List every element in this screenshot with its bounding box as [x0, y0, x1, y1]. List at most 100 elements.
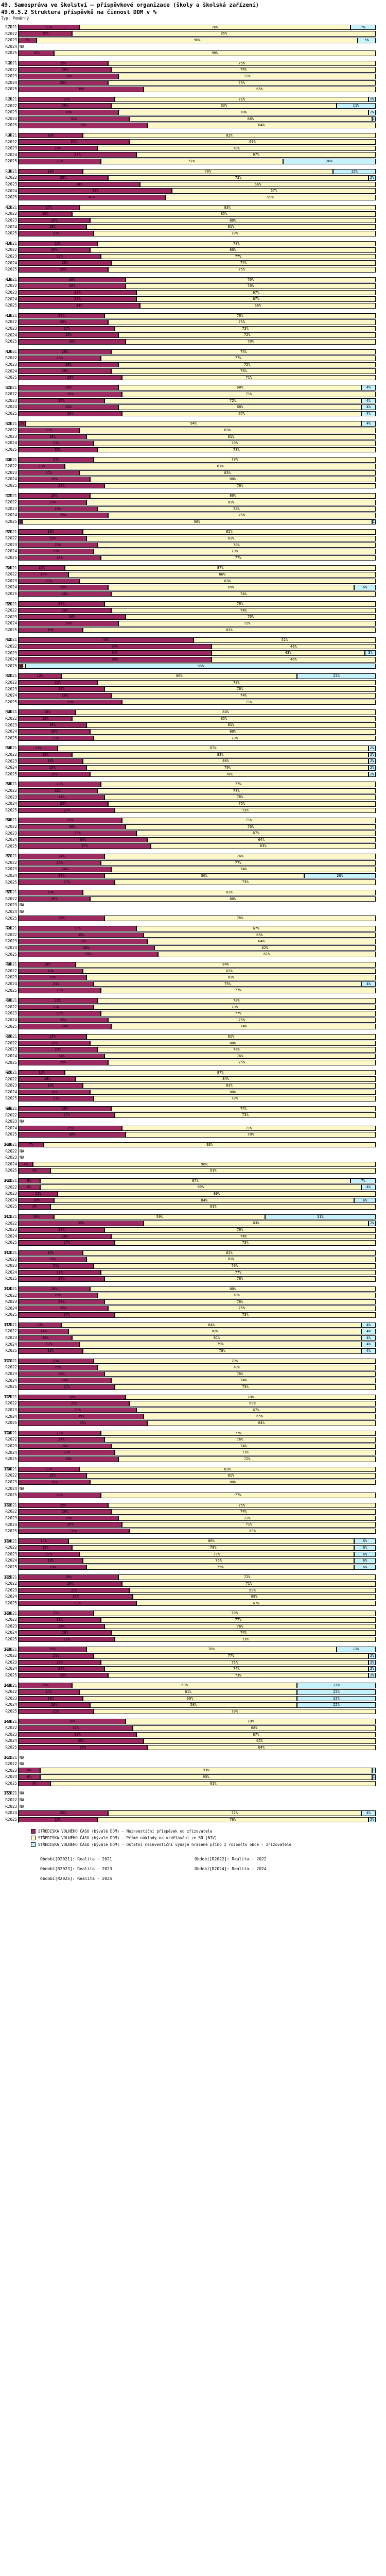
bar-segment-3[interactable]: 7% [350, 24, 376, 30]
bar-segment-1[interactable]: 35% [19, 1738, 144, 1744]
bar-segment-2[interactable]: 79% [93, 1004, 376, 1010]
bar-segment-3[interactable]: 6% [354, 585, 376, 590]
bar-segment-3[interactable]: 6% [354, 1538, 376, 1545]
bar-segment-2[interactable]: 78% [82, 1348, 362, 1354]
bar-segment-1[interactable]: 17% [19, 428, 79, 433]
bar-segment-1[interactable]: 17% [19, 1342, 79, 1348]
bar-segment-1[interactable]: 22% [19, 145, 97, 151]
bar-segment-2[interactable]: 91% [50, 1781, 376, 1787]
bar-segment-2[interactable]: 87% [58, 745, 369, 751]
bar-segment-2[interactable]: 68% [133, 1725, 376, 1731]
bar-segment-2[interactable]: 85% [72, 716, 376, 722]
bar-segment-1[interactable]: 25% [19, 1672, 108, 1679]
bar-segment-1[interactable]: 31% [19, 139, 130, 145]
bar-segment-1[interactable]: 10% [19, 1197, 55, 1204]
bar-segment-1[interactable]: 34% [19, 181, 140, 188]
bar-segment-1[interactable]: 29% [19, 1581, 122, 1587]
bar-segment-2[interactable]: 83% [79, 428, 376, 433]
bar-segment-1[interactable]: 25% [19, 80, 108, 86]
bar-segment-3[interactable]: 12% [332, 168, 376, 175]
bar-segment-2[interactable]: 74% [111, 1509, 376, 1515]
bar-segment-2[interactable]: 90% [36, 37, 358, 43]
bar-segment-3[interactable]: 4% [361, 1322, 376, 1328]
bar-segment-2[interactable]: 79% [93, 1263, 376, 1269]
bar-segment-2[interactable]: 78% [97, 447, 376, 453]
bar-segment-2[interactable]: 74% [111, 1024, 376, 1029]
bar-segment-2[interactable]: 75% [108, 319, 376, 325]
bar-segment-3[interactable]: 4% [361, 1335, 376, 1341]
bar-segment-1[interactable]: 33% [19, 290, 137, 296]
bar-segment-3[interactable]: 2% [369, 1817, 376, 1823]
bar-segment-2[interactable]: 66% [139, 302, 376, 309]
bar-segment-2[interactable]: 83% [79, 1466, 376, 1472]
bar-segment-1[interactable]: 25% [19, 801, 108, 807]
bar-segment-1[interactable]: 27% [19, 1240, 115, 1246]
bar-segment-2[interactable]: 79% [93, 1611, 376, 1617]
bar-segment-1[interactable]: 28% [19, 1515, 119, 1521]
bar-segment-2[interactable]: 74% [111, 607, 376, 614]
bar-segment-2[interactable]: 78% [97, 680, 376, 686]
bar-segment-1[interactable]: 30% [19, 1394, 126, 1400]
bar-segment-2[interactable]: 75% [86, 1564, 355, 1570]
bar-segment-1[interactable]: 31% [19, 1401, 130, 1406]
bar-segment-2[interactable]: 76% [104, 1299, 376, 1305]
bar-segment-1[interactable]: 19% [19, 434, 86, 440]
bar-segment-2[interactable]: 78% [97, 1293, 376, 1298]
bar-segment-2[interactable]: 75% [100, 1659, 369, 1666]
bar-segment-3[interactable]: 4% [361, 1348, 376, 1354]
bar-segment-2[interactable]: 78% [97, 241, 376, 247]
bar-segment-2[interactable]: 70% [82, 168, 333, 175]
bar-segment-1[interactable]: 29% [19, 1522, 122, 1528]
bar-segment-2[interactable]: 76% [97, 1817, 369, 1823]
bar-segment-2[interactable]: 71% [115, 96, 369, 103]
bar-segment-2[interactable]: 75% [108, 801, 376, 807]
bar-segment-2[interactable]: 87% [40, 1178, 351, 1184]
bar-segment-2[interactable]: 76% [82, 1558, 355, 1564]
bar-segment-2[interactable]: 80% [90, 1040, 376, 1046]
bar-segment-2[interactable]: 79% [93, 735, 376, 741]
bar-segment-1[interactable]: 13% [19, 464, 65, 469]
bar-segment-2[interactable]: 71% [122, 1522, 376, 1528]
bar-segment-2[interactable]: 76% [104, 1623, 376, 1630]
bar-segment-1[interactable]: 28% [19, 109, 119, 115]
bar-segment-1[interactable]: 23% [19, 1430, 101, 1436]
bar-segment-2[interactable]: 73% [115, 1384, 376, 1390]
bar-segment-2[interactable]: 78% [97, 1047, 376, 1053]
bar-segment-2[interactable]: 70% [126, 1394, 376, 1400]
bar-segment-1[interactable]: 23% [19, 555, 101, 561]
bar-segment-3[interactable]: 2% [369, 745, 376, 751]
bar-segment-1[interactable]: 27% [19, 96, 115, 103]
bar-segment-2[interactable]: 94% [25, 421, 362, 427]
bar-segment-2[interactable]: 64% [147, 939, 376, 944]
bar-segment-2[interactable]: 90% [40, 1184, 362, 1190]
bar-segment-2[interactable]: 81% [86, 224, 376, 230]
bar-segment-2[interactable]: 76% [104, 313, 376, 319]
bar-segment-1[interactable]: 15% [19, 716, 73, 722]
bar-segment-1[interactable]: 27% [19, 1384, 115, 1390]
bar-segment-2[interactable]: 84% [76, 1076, 376, 1082]
bar-segment-1[interactable]: 18% [19, 1083, 83, 1089]
bar-segment-1[interactable]: 1% [19, 519, 22, 525]
bar-segment-1[interactable]: 15% [19, 31, 73, 37]
bar-segment-3[interactable]: 4% [361, 1810, 376, 1816]
bar-segment-2[interactable]: 67% [136, 152, 376, 158]
bar-segment-2[interactable]: 70% [118, 109, 369, 115]
bar-segment-1[interactable]: 22% [19, 680, 97, 686]
bar-segment-2[interactable]: 68% [129, 116, 373, 122]
bar-segment-2[interactable]: 77% [100, 1011, 376, 1016]
bar-segment-1[interactable]: 13% [19, 565, 65, 571]
bar-segment-2[interactable]: 93% [40, 1774, 373, 1780]
bar-segment-3[interactable]: 4% [361, 1342, 376, 1348]
bar-segment-1[interactable]: 23% [19, 1659, 101, 1666]
bar-segment-2[interactable]: 85% [72, 211, 376, 217]
bar-segment-2[interactable]: 67% [136, 1407, 376, 1413]
bar-segment-1[interactable]: 26% [19, 103, 112, 109]
bar-segment-2[interactable]: 87% [65, 565, 376, 571]
bar-segment-1[interactable]: 22% [19, 788, 97, 794]
bar-segment-1[interactable]: 25% [19, 60, 108, 66]
bar-segment-2[interactable]: 70% [126, 824, 376, 830]
bar-segment-1[interactable]: 17% [19, 24, 79, 30]
bar-segment-2[interactable]: 76% [104, 916, 376, 922]
bar-segment-1[interactable]: 43% [19, 188, 172, 194]
bar-segment-2[interactable]: 73% [115, 1450, 376, 1455]
